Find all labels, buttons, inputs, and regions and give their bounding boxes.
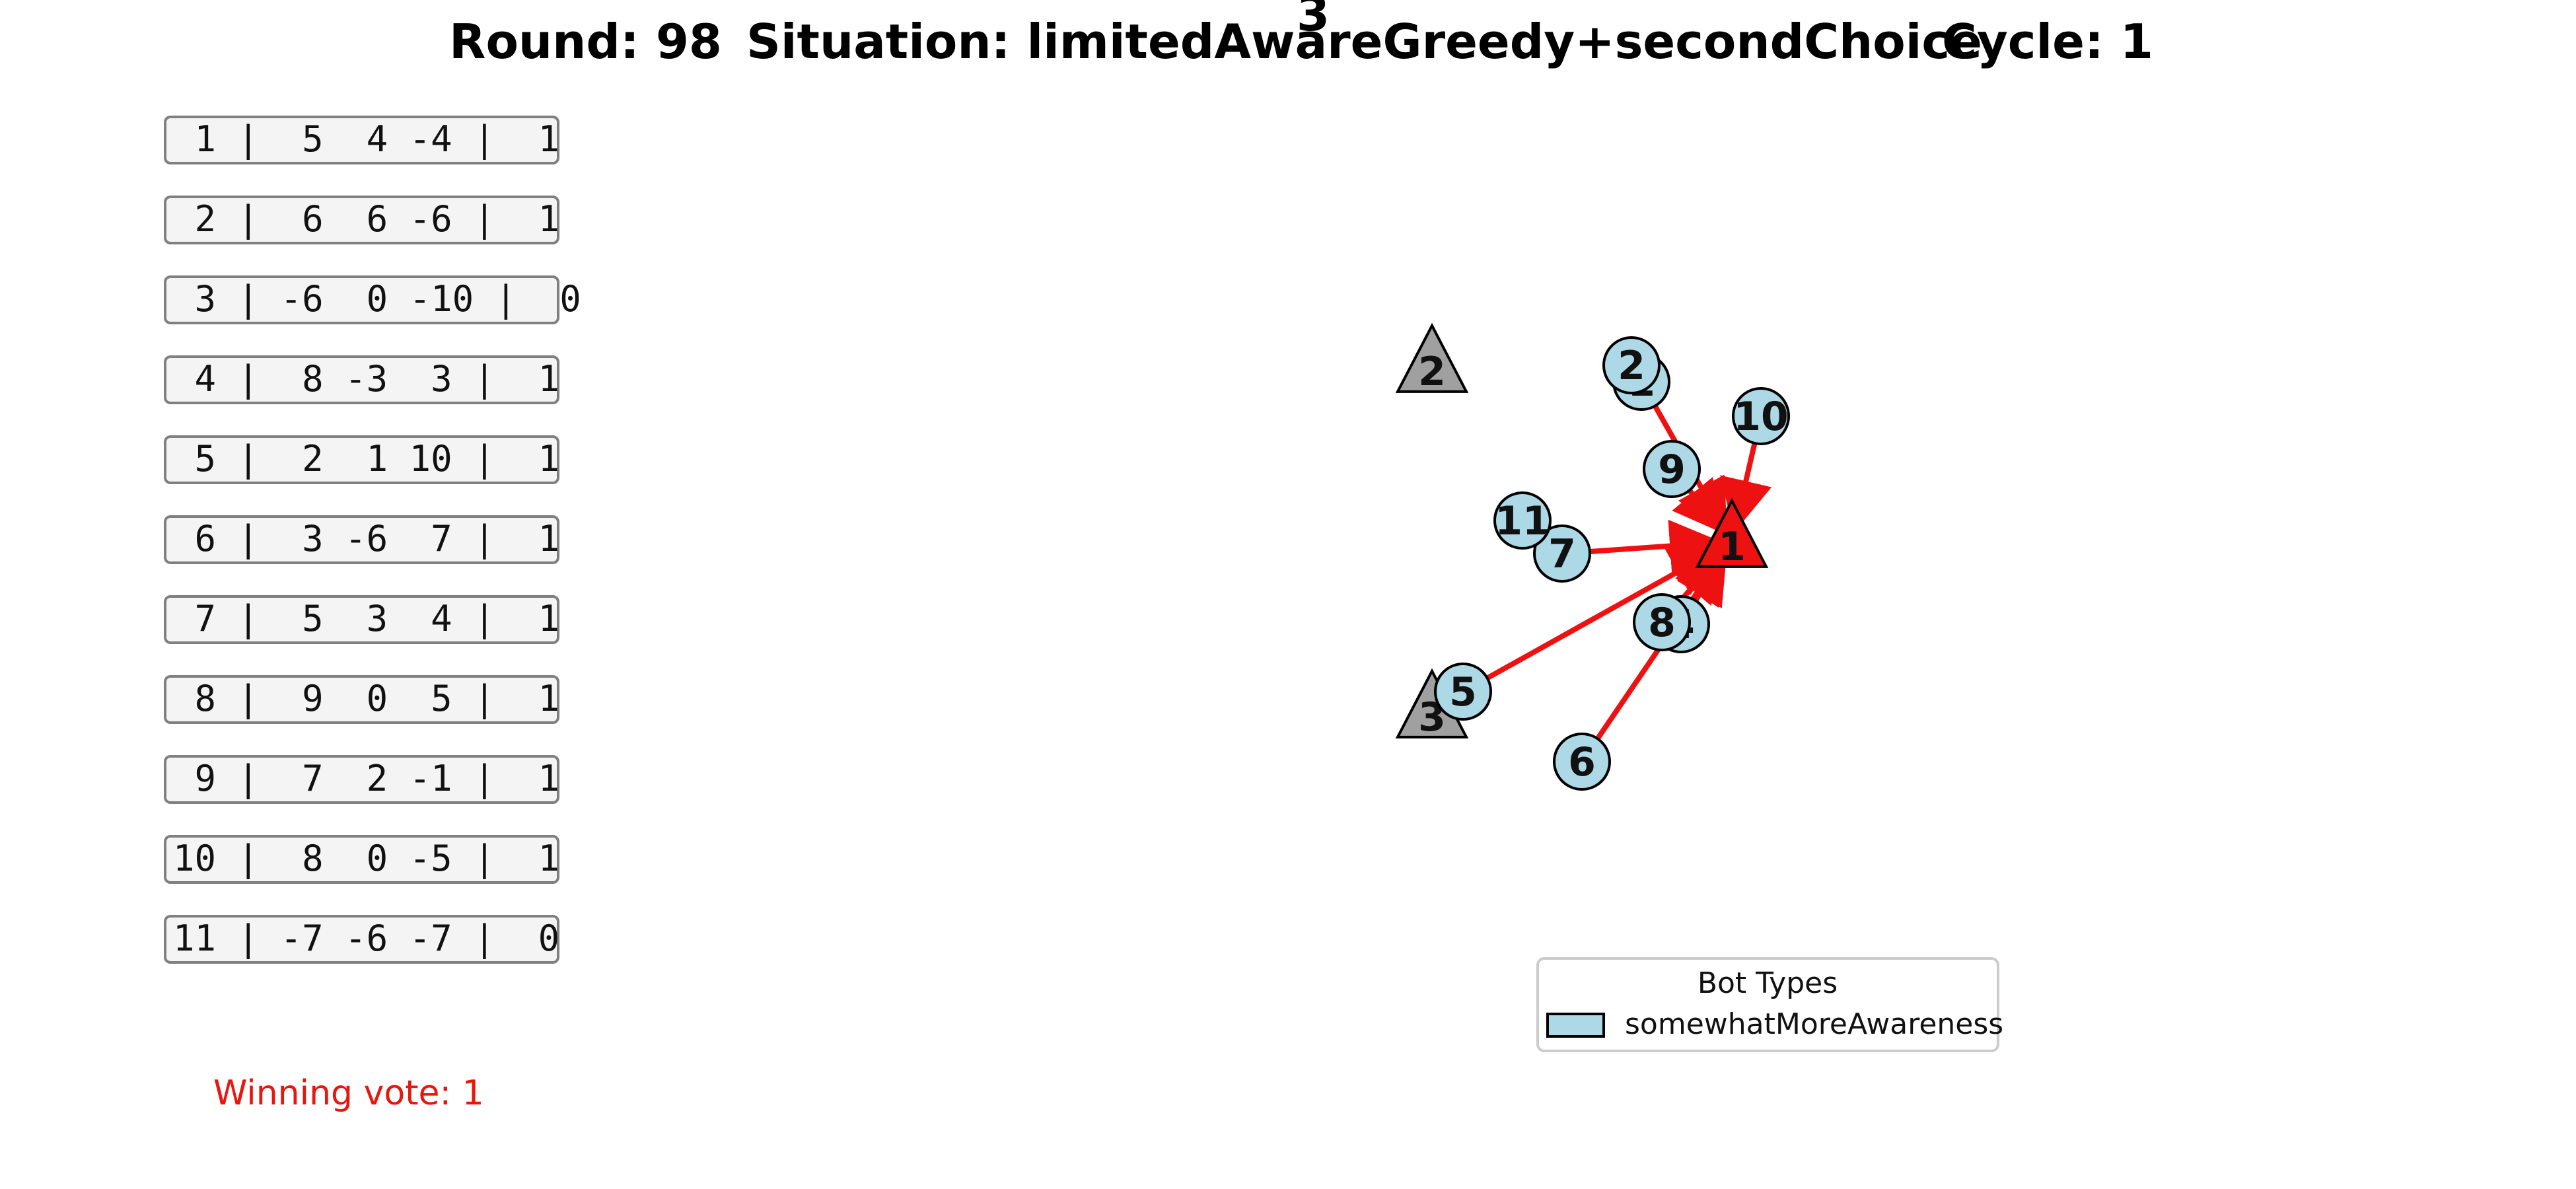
bot-circle bbox=[1434, 663, 1492, 721]
bot-label: 11 bbox=[1495, 498, 1550, 544]
vote-row-text: 4 | 8 -3 3 | 1 bbox=[173, 358, 559, 400]
bot-node-11: 11 bbox=[1493, 491, 1552, 550]
bot-nodes: 124856791011 bbox=[1434, 336, 1790, 791]
vote-row-text: 1 | 5 4 -4 | 1 bbox=[173, 118, 559, 160]
legend-item-label: somewhatMoreAwareness bbox=[1625, 1007, 2003, 1041]
vote-row-box bbox=[164, 915, 559, 964]
vote-row: 4 | 8 -3 3 | 1 bbox=[164, 355, 559, 404]
vote-row-box bbox=[164, 515, 559, 564]
legend-box bbox=[1536, 957, 1999, 1052]
bot-label: 10 bbox=[1733, 394, 1789, 440]
legend: Bot Types somewhatMoreAwareness bbox=[1536, 957, 2003, 1052]
vote-row: 5 | 2 1 10 | 1 bbox=[164, 435, 559, 484]
vote-row: 1 | 5 4 -4 | 1 bbox=[164, 116, 559, 164]
bot-label: 2 bbox=[1618, 343, 1645, 389]
bot-label: 9 bbox=[1658, 447, 1686, 493]
title-situation: Situation: limitedAwareGreedy+secondChoi… bbox=[746, 14, 1982, 69]
vote-row-text: 10 | 8 0 -5 | 1 bbox=[173, 838, 559, 879]
vote-row: 3 | -6 0 -10 | 0 bbox=[164, 275, 581, 324]
vote-row-box bbox=[164, 755, 559, 804]
vote-row-text: 8 | 9 0 5 | 1 bbox=[173, 678, 559, 719]
vote-row: 9 | 7 2 -1 | 1 bbox=[164, 755, 559, 804]
vote-row-text: 2 | 6 6 -6 | 1 bbox=[173, 198, 559, 240]
bot-node-7: 7 bbox=[1533, 524, 1591, 583]
vote-row-box bbox=[164, 196, 559, 244]
vote-row-text: 7 | 5 3 4 | 1 bbox=[173, 598, 559, 639]
candidate-triangle bbox=[1395, 322, 1469, 393]
vote-table: 1 | 5 4 -4 | 1 2 | 6 6 -6 | 1 3 | -6 0 -… bbox=[164, 116, 581, 964]
candidate-2: 2 bbox=[1395, 322, 1469, 395]
bot-label: 8 bbox=[1648, 600, 1676, 646]
bot-label: 7 bbox=[1548, 531, 1576, 577]
vote-row-box bbox=[164, 355, 559, 404]
vote-row-box bbox=[164, 675, 559, 724]
candidate-label: 1 bbox=[1718, 524, 1746, 570]
bot-node-5: 5 bbox=[1434, 663, 1492, 721]
bot-circle bbox=[1493, 491, 1552, 550]
vote-row-text: 5 | 2 1 10 | 1 bbox=[173, 438, 559, 480]
vote-row-box bbox=[164, 435, 559, 484]
vote-row-box bbox=[164, 116, 559, 164]
vote-row-text: 6 | 3 -6 7 | 1 bbox=[173, 518, 559, 559]
vote-row-text: 9 | 7 2 -1 | 1 bbox=[173, 758, 559, 799]
vote-row: 2 | 6 6 -6 | 1 bbox=[164, 196, 559, 244]
title-round: Round: 98 bbox=[449, 14, 722, 69]
vote-row-box bbox=[164, 835, 559, 884]
vote-row: 10 | 8 0 -5 | 1 bbox=[164, 835, 559, 884]
bot-circle bbox=[1553, 733, 1611, 791]
vote-row: 8 | 9 0 5 | 1 bbox=[164, 675, 559, 724]
bot-label: 5 bbox=[1449, 669, 1477, 715]
bot-circle bbox=[1732, 387, 1790, 445]
bot-node-8: 8 bbox=[1633, 593, 1691, 651]
vote-row-text: 3 | -6 0 -10 | 0 bbox=[173, 278, 581, 320]
vote-row-box bbox=[164, 595, 559, 644]
candidate-1: 1 bbox=[1695, 497, 1769, 570]
vote-edges bbox=[1462, 380, 1772, 764]
candidate-markers: 1 2 3 bbox=[1395, 322, 1769, 740]
bot-node-10: 10 bbox=[1732, 387, 1790, 445]
candidate-label: 2 bbox=[1418, 349, 1446, 395]
candidate-3: 3 bbox=[1395, 668, 1469, 740]
candidate-triangle bbox=[1695, 497, 1769, 568]
bot-node-2: 2 bbox=[1602, 336, 1661, 394]
top-label: 3 bbox=[1297, 0, 1330, 42]
vote-row-box bbox=[164, 275, 559, 324]
bot-circle bbox=[1533, 524, 1591, 583]
bot-node-6: 6 bbox=[1553, 733, 1611, 791]
legend-title: Bot Types bbox=[1698, 966, 1838, 1000]
vote-row: 11 | -7 -6 -7 | 0 bbox=[164, 915, 559, 964]
title-cycle: Cycle: 1 bbox=[1942, 14, 2153, 69]
bot-node-9: 9 bbox=[1643, 440, 1701, 498]
bot-label: 6 bbox=[1568, 739, 1596, 785]
bot-circle bbox=[1633, 593, 1691, 651]
bot-circle bbox=[1602, 336, 1661, 394]
vote-row: 7 | 5 3 4 | 1 bbox=[164, 595, 559, 644]
legend-swatch bbox=[1546, 1013, 1605, 1038]
bot-circle bbox=[1643, 440, 1701, 498]
vote-row: 6 | 3 -6 7 | 1 bbox=[164, 515, 559, 564]
winning-vote-label: Winning vote: 1 bbox=[213, 1073, 484, 1113]
vote-row-text: 11 | -7 -6 -7 | 0 bbox=[173, 918, 559, 959]
